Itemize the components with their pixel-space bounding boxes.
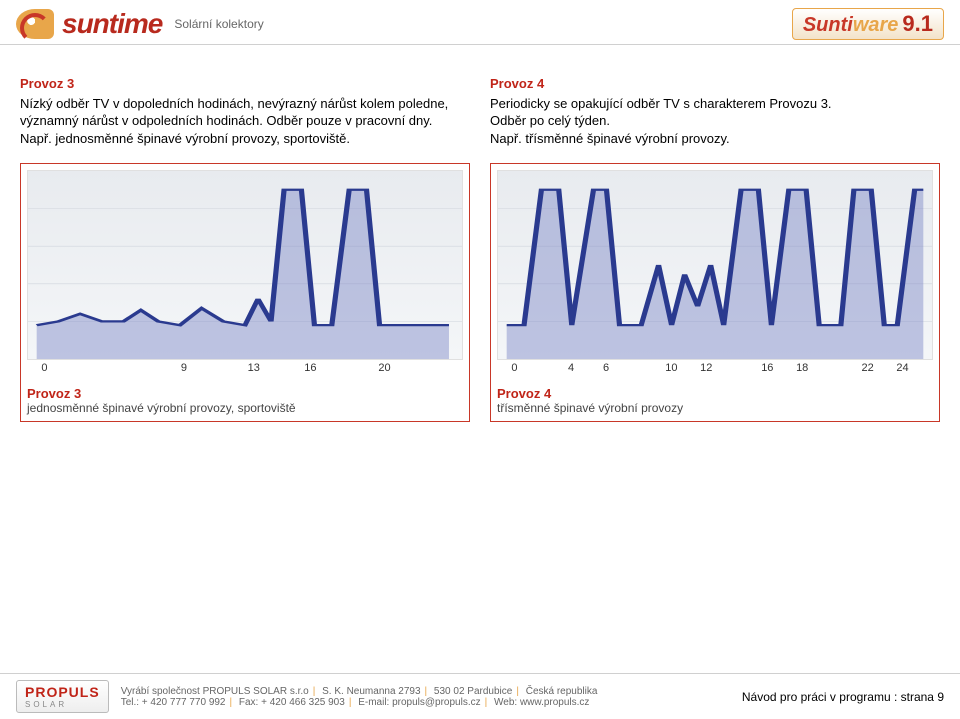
left-col-line2: Např. jednosměnné špinavé výrobní provoz… [20, 130, 470, 148]
right-col-title: Provoz 4 [490, 75, 940, 93]
propuls-badge-top: PROPULS [25, 684, 100, 700]
brand-name: suntime [62, 8, 162, 40]
chart-left-caption-title: Provoz 3 [27, 386, 463, 401]
footer-info5: Tel.: + 420 777 770 992 [121, 697, 226, 708]
chart-left-caption: Provoz 3 jednosměnné špinavé výrobní pro… [27, 386, 463, 415]
chart-left-caption-sub: jednosměnné špinavé výrobní provozy, spo… [27, 401, 463, 415]
chart-right-x-axis: 046101216182224 [497, 360, 933, 378]
suntiware-b: ware [853, 14, 899, 36]
suntime-logo-icon [16, 9, 54, 39]
chart-right-caption: Provoz 4 třísměnné špinavé výrobní provo… [497, 386, 933, 415]
propuls-badge-bottom: SOLAR [25, 700, 100, 709]
footer-left: PROPULS SOLAR Vyrábí společnost PROPULS … [16, 680, 597, 713]
footer-info7: E-mail: propuls@propuls.cz [358, 697, 480, 708]
brand-left: suntime Solární kolektory [16, 8, 264, 40]
right-col-line3: Např. třísměnné špinavé výrobní provozy. [490, 130, 940, 148]
left-col-title: Provoz 3 [20, 75, 470, 93]
chart-left-svg [28, 171, 462, 359]
left-col-line1: Nízký odběr TV v dopoledních hodinách, n… [20, 95, 470, 130]
footer-info6: Fax: + 420 466 325 903 [239, 697, 345, 708]
propuls-logo: PROPULS SOLAR [16, 680, 109, 713]
suntiware-a: Sunti [803, 14, 853, 36]
chart-left-area [27, 170, 463, 360]
chart-right-svg [498, 171, 932, 359]
brand-subtitle: Solární kolektory [174, 17, 263, 31]
footer-info: Vyrábí společnost PROPULS SOLAR s.r.o| S… [121, 686, 598, 708]
footer-info3: 530 02 Pardubice [434, 686, 512, 697]
footer-info2: S. K. Neumanna 2793 [322, 686, 420, 697]
chart-right-area [497, 170, 933, 360]
chart-left-x-axis: 09131620 [27, 360, 463, 378]
page-footer: PROPULS SOLAR Vyrábí společnost PROPULS … [0, 673, 960, 719]
charts-row: 09131620 Provoz 3 jednosměnné špinavé vý… [0, 157, 960, 428]
footer-info4: Česká republika [526, 686, 598, 697]
right-col-line2: Odběr po celý týden. [490, 112, 940, 130]
left-column: Provoz 3 Nízký odběr TV v dopoledních ho… [20, 75, 470, 147]
brand-right-badge: Suntiware 9.1 [792, 8, 944, 40]
chart-right-box: 046101216182224 Provoz 4 třísměnné špina… [490, 163, 940, 422]
footer-info1: Vyrábí společnost PROPULS SOLAR s.r.o [121, 686, 309, 697]
page-header: suntime Solární kolektory Suntiware 9.1 [0, 0, 960, 45]
right-column: Provoz 4 Periodicky se opakující odběr T… [490, 75, 940, 147]
suntiware-label: Suntiware [803, 14, 899, 37]
chart-right-caption-title: Provoz 4 [497, 386, 933, 401]
version-label: 9.1 [902, 11, 933, 37]
chart-left-box: 09131620 Provoz 3 jednosměnné špinavé vý… [20, 163, 470, 422]
chart-right-caption-sub: třísměnné špinavé výrobní provozy [497, 401, 933, 415]
text-columns: Provoz 3 Nízký odběr TV v dopoledních ho… [0, 45, 960, 157]
page-number: Návod pro práci v programu : strana 9 [742, 690, 944, 704]
right-col-line1: Periodicky se opakující odběr TV s chara… [490, 95, 940, 113]
footer-info8: Web: www.propuls.cz [494, 697, 589, 708]
